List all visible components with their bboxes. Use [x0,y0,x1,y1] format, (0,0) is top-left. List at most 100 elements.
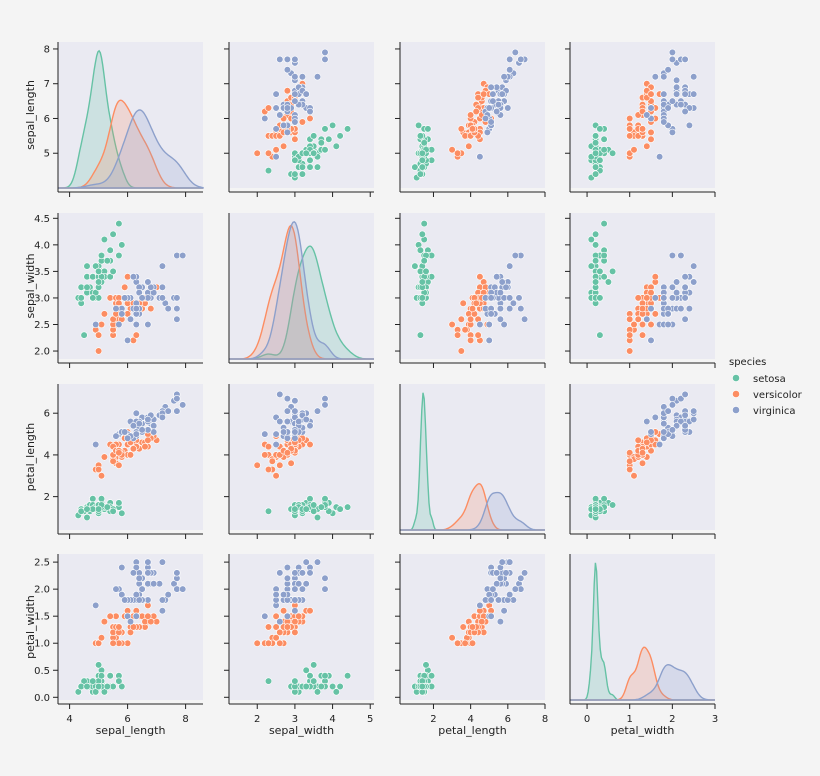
point-versicolor-48 [97,634,106,642]
point-virginica-48 [681,107,689,116]
point-virginica-6 [92,440,100,449]
point-virginica-34 [276,417,284,426]
point-versicolor-49 [468,125,477,133]
point-virginica-17 [517,574,525,582]
point-virginica-9 [313,558,322,566]
point-virginica-30 [506,66,514,74]
point-versicolor-49 [638,305,647,313]
point-setosa-48 [317,682,325,691]
point-setosa-49 [591,278,600,286]
x-axis-title-sepal_length: sepal_length [96,724,166,737]
point-virginica-5 [515,294,523,302]
point-virginica-30 [164,590,172,599]
point-versicolor-48 [630,320,638,329]
point-versicolor-36 [144,436,152,444]
point-versicolor-31 [109,457,117,465]
panel-petal_width-vs-petal_length: 2 4 6 8 [395,554,548,725]
point-setosa-32 [100,235,108,244]
point-virginica-35 [506,294,514,302]
panel-petal_length-vs-petal_width [565,384,716,539]
point-versicolor-41 [643,294,651,302]
point-virginica-22 [283,395,292,403]
panel-petal_length-vs-petal_length [399,384,546,539]
point-virginica-49 [291,596,299,604]
point-virginica-17 [321,574,329,582]
point-setosa-15 [344,503,352,511]
point-virginica-31 [179,585,187,593]
point-setosa-33 [336,682,344,691]
point-setosa-41 [416,331,425,339]
point-virginica-18 [681,315,689,323]
point-setosa-41 [80,331,88,339]
legend-title: species [729,357,766,368]
point-virginica-22 [517,55,525,64]
point-setosa-24 [306,495,314,503]
point-setosa-18 [321,125,329,133]
point-virginica-44 [144,558,152,566]
point-versicolor-49 [468,623,477,631]
point-virginica-31 [511,251,519,260]
point-virginica-25 [158,596,166,604]
point-virginica-6 [272,440,280,449]
point-setosa-24 [591,495,600,503]
point-virginica-13 [272,125,280,133]
point-virginica-47 [668,294,677,302]
point-setosa-44 [321,672,329,680]
point-virginica-19 [261,612,269,620]
point-setosa-49 [302,149,310,157]
point-virginica-44 [690,278,698,286]
point-virginica-44 [302,90,310,98]
y-axis-title-sepal_width: sepal_width [24,253,37,318]
x-tick-label: 6 [124,714,130,725]
point-virginica-34 [496,315,505,323]
point-virginica-48 [306,569,314,577]
point-virginica-35 [681,55,689,64]
point-versicolor-49 [115,449,123,457]
point-setosa-45 [596,156,604,164]
point-setosa-47 [591,163,600,171]
point-setosa-49 [591,505,600,513]
point-virginica-18 [520,569,529,577]
point-versicolor-25 [141,443,149,451]
point-virginica-31 [321,48,329,57]
point-versicolor-48 [448,146,456,154]
panel-sepal_width-vs-sepal_length: 2.0 2.5 3.0 3.5 4.0 4.5 [34,213,203,368]
point-versicolor-42 [634,315,642,323]
point-versicolor-23 [634,436,642,444]
point-setosa-14 [591,241,600,249]
point-versicolor-37 [264,623,273,631]
point-virginica-21 [283,128,292,136]
point-setosa-43 [310,149,318,157]
point-virginica-19 [261,430,269,438]
point-virginica-35 [291,407,299,415]
point-virginica-17 [677,251,685,260]
point-versicolor-34 [647,135,655,143]
point-setosa-36 [109,507,117,515]
point-virginica-32 [496,574,505,582]
point-virginica-22 [668,55,677,64]
point-setosa-15 [344,125,352,133]
point-setosa-14 [118,241,126,249]
point-virginica-34 [643,315,651,323]
point-virginica-18 [276,390,284,399]
x-tick-label: 2 [669,714,675,725]
y-tick-label: 0.0 [34,693,50,704]
point-versicolor-35 [306,440,314,449]
point-versicolor-43 [626,465,634,474]
point-versicolor-35 [306,607,314,615]
point-setosa-43 [422,267,430,276]
point-virginica-42 [280,428,288,436]
point-versicolor-48 [272,472,280,480]
point-virginica-8 [500,320,508,329]
point-virginica-2 [672,76,681,84]
legend-label-versicolor: versicolor [753,390,803,401]
point-setosa-32 [587,235,595,244]
point-virginica-19 [123,336,132,345]
point-versicolor-12 [261,451,269,459]
point-versicolor-12 [467,336,475,345]
point-virginica-46 [485,320,493,329]
point-virginica-37 [660,420,668,428]
point-virginica-24 [672,278,681,286]
point-versicolor-31 [461,326,469,334]
point-versicolor-43 [264,639,273,647]
